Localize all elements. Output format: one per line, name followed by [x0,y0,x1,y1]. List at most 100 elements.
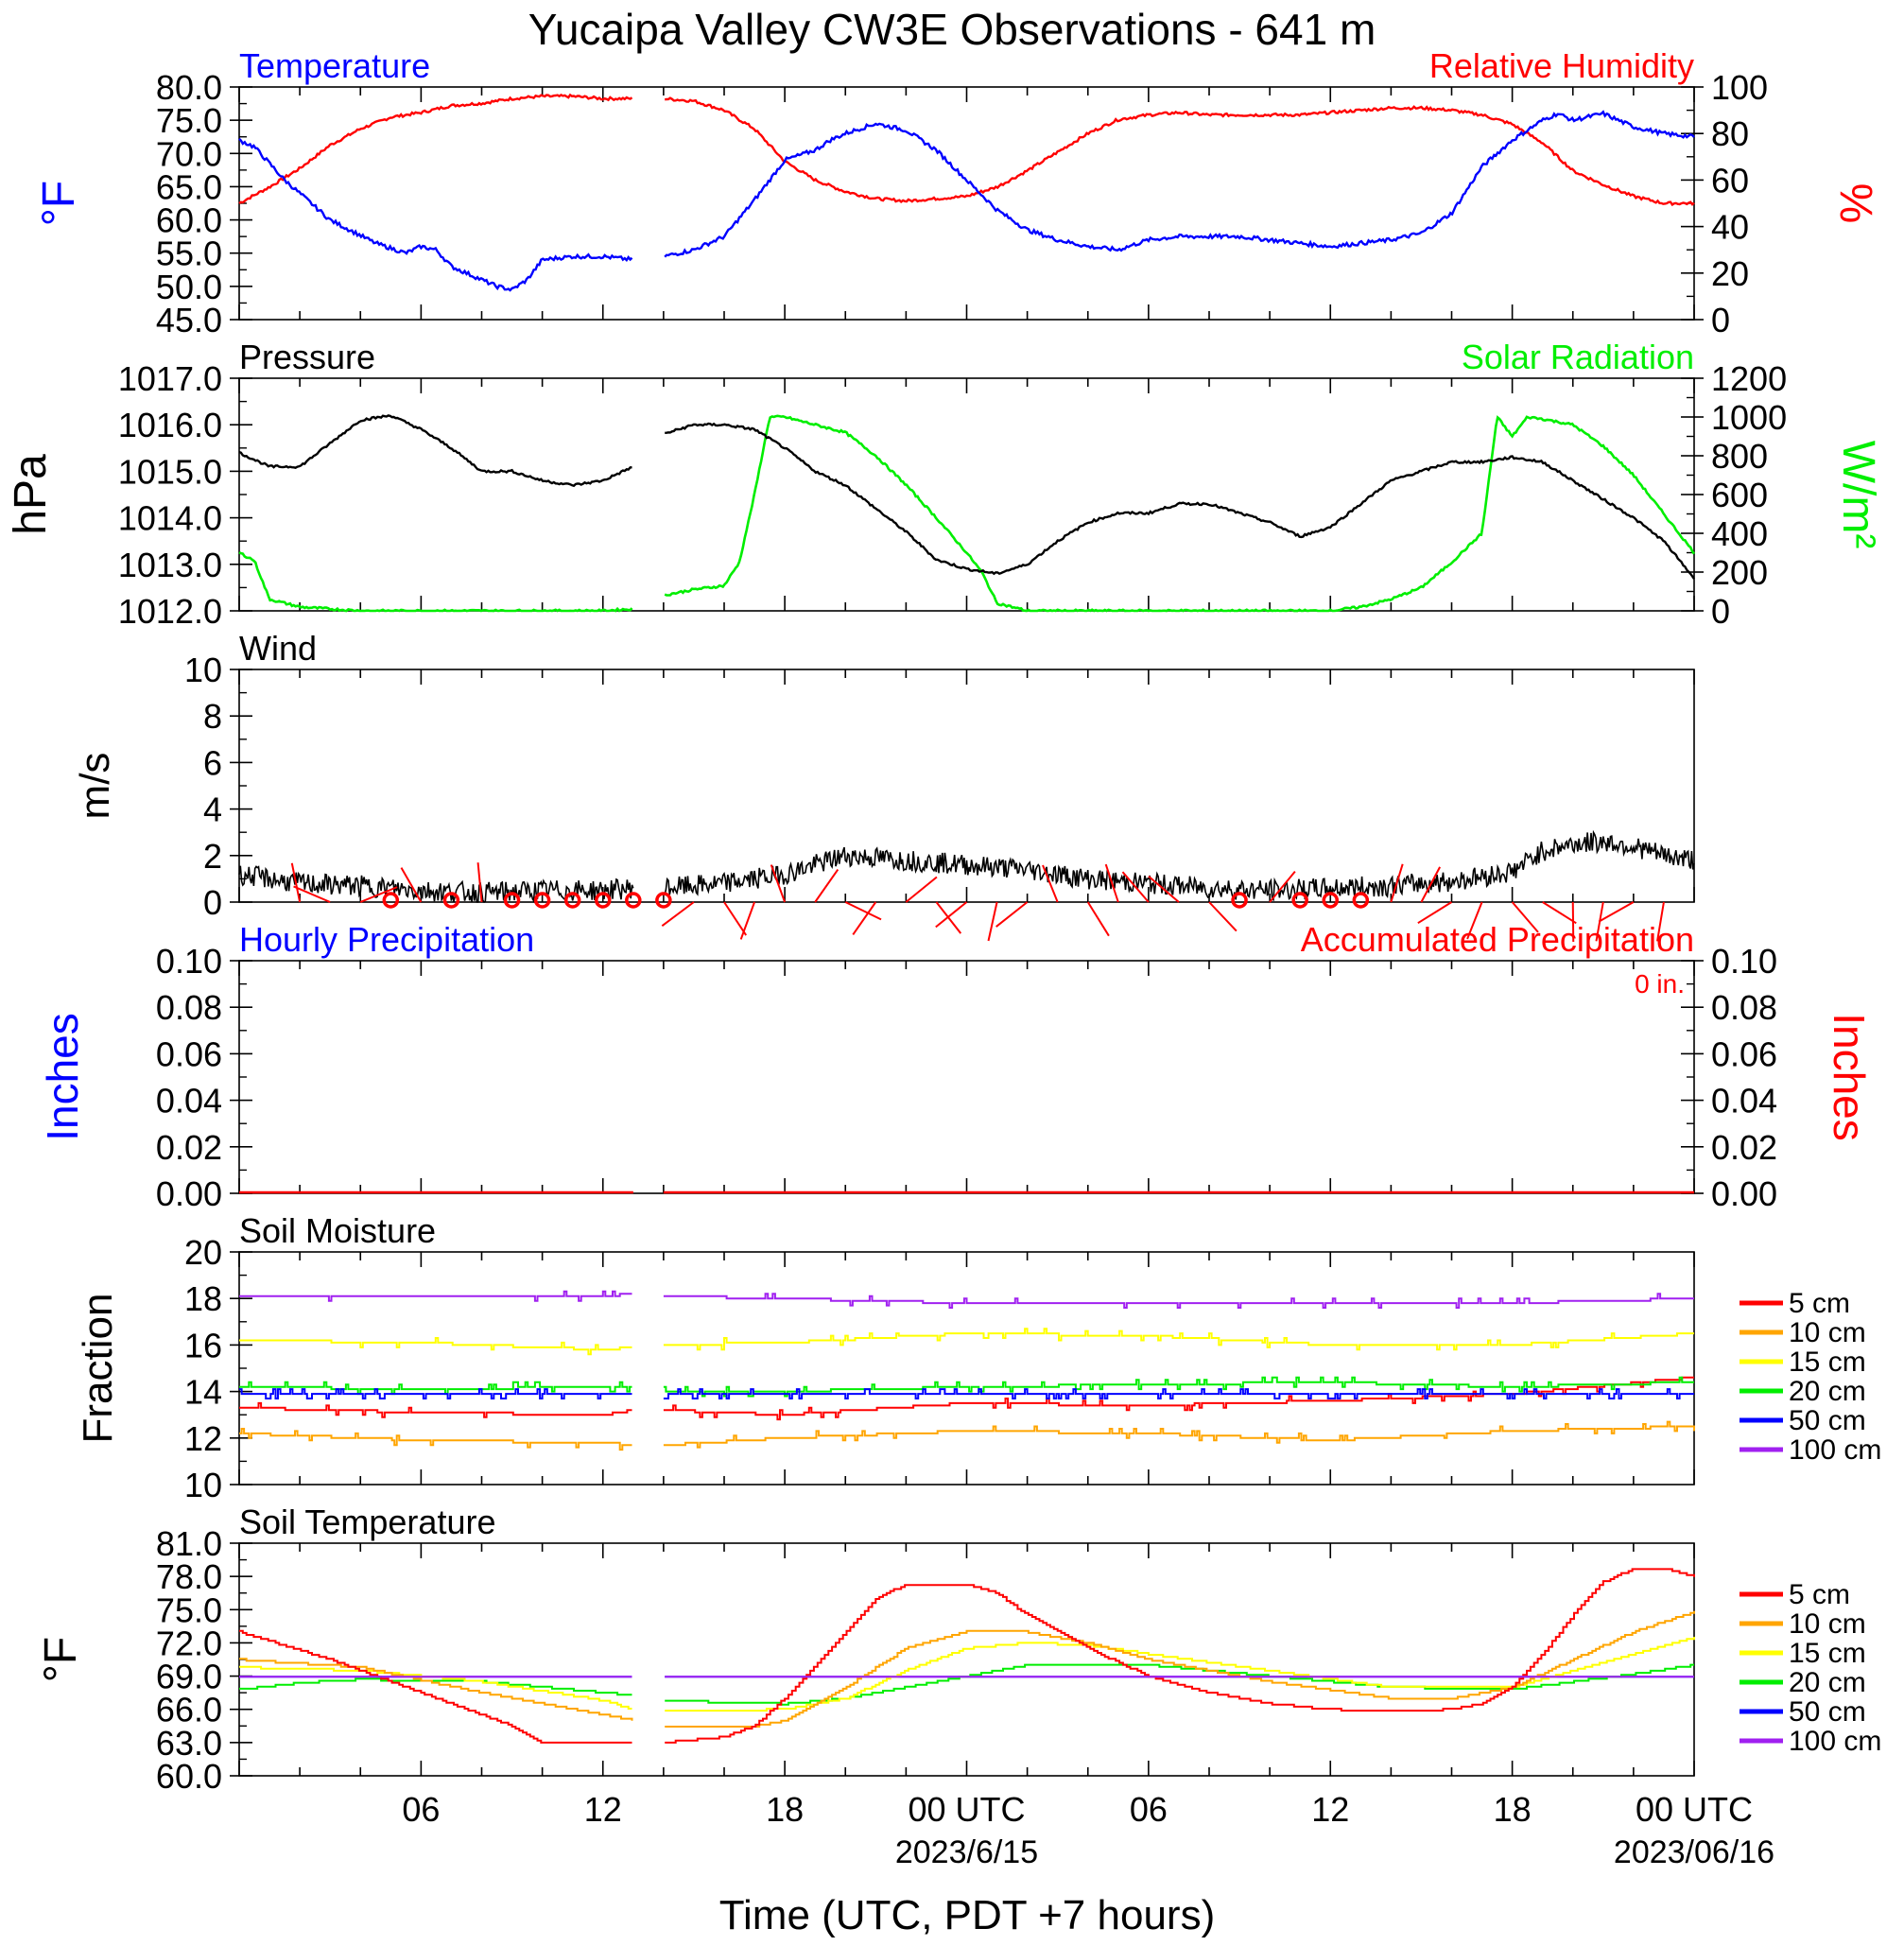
wind-barb [905,876,938,903]
soil-moisture-legend-label: 100 cm [1789,1434,1881,1466]
wind-barb [290,862,302,903]
wind-speed-line [238,829,1695,904]
soil-moisture-legend-label: 20 cm [1789,1376,1866,1407]
x-tick-label: 18 [766,1790,804,1829]
soil-temp-title: Soil Temperature [239,1503,495,1541]
humidity-line [238,93,1695,207]
temp-rh-frame [238,86,1695,321]
wind-barb [1420,866,1441,903]
wind-barb [844,901,882,921]
x-tick-label: 00 UTC [908,1790,1025,1829]
soil-moisture-left-tick-label: 18 [184,1279,222,1318]
wind-calm-circle [533,892,551,909]
soil-temp-legend-label: 10 cm [1789,1608,1866,1640]
precip-hourly-left-tick-label: 0.02 [156,1128,222,1167]
wind-barb [995,901,1029,928]
temp-left-tick-label: 70.0 [156,134,222,173]
pressure-left-tick-label: 1017.0 [118,359,222,398]
wind-barb [1269,870,1296,903]
wind-title: Wind [239,629,317,668]
soil-temp-left-tick-label: 72.0 [156,1624,222,1662]
soil-moisture-left-tick-label: 10 [184,1466,222,1504]
soil-moisture-left-tick-label: 14 [184,1373,222,1412]
soil-moisture-legend-label: 50 cm [1789,1405,1866,1436]
soil-temp-legend-label: 15 cm [1789,1638,1866,1669]
soil-moisture-frame [238,1251,1695,1486]
temp-left-tick-label: 45.0 [156,301,222,339]
temp-left-tick-label: 50.0 [156,268,222,306]
soil-temp-left-tick-label: 78.0 [156,1557,222,1596]
precip-accum-right-tick-label: 0.10 [1711,942,1777,981]
wind-barb [1466,901,1483,940]
pressure-left-tick-label: 1014.0 [118,499,222,538]
soil-temp-left-tick-label: 75.0 [156,1590,222,1629]
wind-barb [1598,901,1635,923]
soil-moisture-line-5cm [239,1376,1694,1421]
wind-barb [1656,901,1665,942]
wind-barb [661,901,695,927]
soil-temp-legend-label: 5 cm [1789,1579,1850,1610]
pressure-line [238,414,1695,580]
solar-right-tick-label: 200 [1711,553,1768,592]
wind-barb [476,862,483,903]
rh-right-tick-label: 0 [1711,301,1730,339]
wind-barb [1086,901,1110,937]
precip-hourly-left-tick-label: 0.00 [156,1174,222,1213]
temperature-unit: °F [34,181,84,227]
temp-left-tick-label: 60.0 [156,201,222,240]
wind-barb [1542,901,1577,925]
precip-accum-right-tick-label: 0.08 [1711,988,1777,1027]
soil-temp-frame [238,1542,1695,1777]
precip-accum-right-tick-label: 0.04 [1711,1082,1777,1121]
wind-barb [739,901,756,940]
solar-right-tick-label: 800 [1711,437,1768,476]
wind-left-tick-label: 8 [203,697,222,736]
wind-calm-circle [655,892,672,909]
temperature-title: Temperature [239,46,430,85]
precip-accum-right-tick-label: 0.06 [1711,1034,1777,1073]
precip-hourly-left-tick-label: 0.10 [156,942,222,981]
x-tick-label: 18 [1494,1790,1532,1829]
soil-temp-legend-label: 50 cm [1789,1696,1866,1728]
wind-barb [723,901,748,936]
pressure-solar-frame [238,377,1695,612]
wind-barb [1208,901,1238,932]
x-tick-label: 06 [1130,1790,1168,1829]
solar-right-tick-label: 0 [1711,592,1730,631]
soil-temp-legend-label: 20 cm [1789,1667,1866,1698]
soil-moisture-left-tick-label: 20 [184,1233,222,1272]
wind-barb [1121,871,1150,903]
wind-left-tick-label: 6 [203,743,222,782]
pressure-title: Pressure [239,338,375,376]
solar-right-tick-label: 600 [1711,476,1768,514]
soil-moisture-line-100cm [239,1290,1694,1309]
soil-temp-line-20cm [239,1663,1694,1706]
pressure-left-tick-label: 1012.0 [118,592,222,631]
wind-barb [293,885,331,903]
soil-moisture-legend-label: 10 cm [1789,1317,1866,1348]
x-tick-label: 00 UTC [1636,1790,1753,1829]
wind-barb [852,901,877,936]
pressure-left-tick-label: 1015.0 [118,452,222,491]
temp-left-tick-label: 65.0 [156,167,222,206]
accum-precip-total: 0 in. [1635,969,1685,999]
wind-barb [935,901,968,929]
rh-right-tick-label: 20 [1711,254,1749,293]
wind-barb [814,869,839,903]
soil-temp-line-10cm [239,1610,1695,1728]
accum-precip-title: Accumulated Precipitation [1301,920,1694,959]
solar-right-tick-label: 1200 [1711,359,1787,398]
soil-moisture-legend-label: 5 cm [1789,1288,1850,1319]
wind-calm-circle [382,892,400,909]
wind-barb [1104,863,1119,903]
soil-temp-line-5cm [239,1568,1695,1744]
wind-left-tick-label: 10 [184,651,222,689]
accum-precip-unit: Inches [1825,1013,1874,1141]
hourly-precip-unit: Inches [38,1013,87,1141]
temp-left-tick-label: 80.0 [156,68,222,107]
hourly-precip-title: Hourly Precipitation [239,920,534,959]
soil-temp-unit: °F [36,1637,86,1683]
x-tick-label: 12 [584,1790,622,1829]
soil-temp-left-tick-label: 60.0 [156,1757,222,1796]
